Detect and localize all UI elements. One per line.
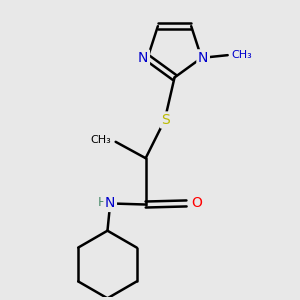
Text: N: N [138,51,148,65]
Text: N: N [198,51,208,65]
Text: CH₃: CH₃ [90,135,111,145]
Text: S: S [161,113,170,127]
Text: H: H [97,196,107,209]
Text: CH₃: CH₃ [232,50,252,60]
Text: N: N [105,196,116,210]
Text: O: O [191,196,202,210]
